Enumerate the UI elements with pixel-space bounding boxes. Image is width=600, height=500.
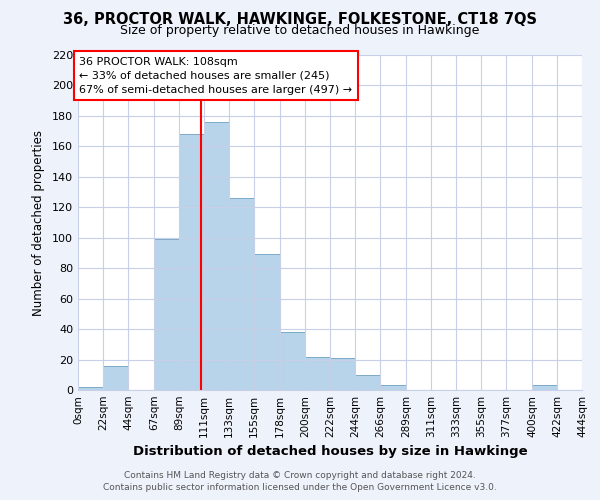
Bar <box>532 386 557 390</box>
Bar <box>154 240 179 390</box>
Bar <box>78 387 103 390</box>
Bar <box>355 375 380 390</box>
Text: 36 PROCTOR WALK: 108sqm
← 33% of detached houses are smaller (245)
67% of semi-d: 36 PROCTOR WALK: 108sqm ← 33% of detache… <box>79 56 352 94</box>
Bar <box>103 366 128 390</box>
Text: Size of property relative to detached houses in Hawkinge: Size of property relative to detached ho… <box>121 24 479 37</box>
Text: Contains HM Land Registry data © Crown copyright and database right 2024.
Contai: Contains HM Land Registry data © Crown c… <box>103 471 497 492</box>
X-axis label: Distribution of detached houses by size in Hawkinge: Distribution of detached houses by size … <box>133 446 527 458</box>
Bar <box>204 122 229 390</box>
Bar <box>280 332 305 390</box>
Bar <box>380 386 406 390</box>
Text: 36, PROCTOR WALK, HAWKINGE, FOLKESTONE, CT18 7QS: 36, PROCTOR WALK, HAWKINGE, FOLKESTONE, … <box>63 12 537 28</box>
Bar <box>330 358 355 390</box>
Bar <box>254 254 280 390</box>
Bar <box>305 356 330 390</box>
Y-axis label: Number of detached properties: Number of detached properties <box>32 130 45 316</box>
Bar <box>179 134 204 390</box>
Bar <box>229 198 254 390</box>
